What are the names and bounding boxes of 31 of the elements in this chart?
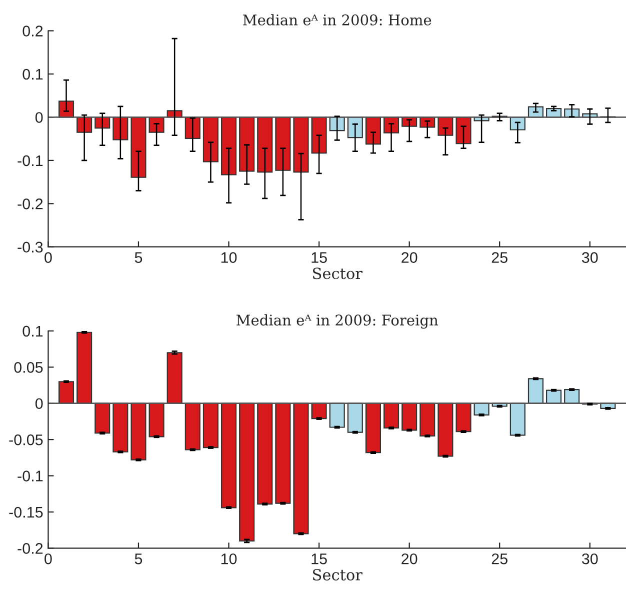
chart-title: Median eᴬ in 2009: Foreign <box>236 314 438 329</box>
y-tick-label: -0.05 <box>9 434 43 446</box>
x-tick-label: 0 <box>44 553 52 564</box>
x-tick-label: 30 <box>582 553 598 564</box>
x-tick-label: 20 <box>402 252 418 263</box>
x-tick-label: 25 <box>492 553 508 564</box>
x-tick-label: 5 <box>134 554 142 564</box>
x-tick-label: 0 <box>44 252 52 263</box>
y-tick-label: -0.1 <box>18 470 43 482</box>
y-tick-label: 0 <box>35 398 43 410</box>
x-tick-label: 15 <box>312 252 327 263</box>
x-tick-label: 30 <box>582 252 598 263</box>
x-tick-label: 5 <box>134 252 142 263</box>
x-tick-label: 25 <box>492 252 508 263</box>
x-tick-label: 20 <box>402 553 418 564</box>
y-tick-label: 0.2 <box>22 26 43 36</box>
x-tick-label: 15 <box>312 554 327 564</box>
x-tick-label: 10 <box>221 553 237 564</box>
y-tick-label: -0.2 <box>18 198 43 210</box>
y-tick-label: 0.1 <box>22 326 43 337</box>
y-tick-label: -0.3 <box>18 242 43 253</box>
x-tick-label: 10 <box>221 252 237 263</box>
chart-title: Median eᴬ in 2009: Home <box>243 14 432 26</box>
x-axis-title: Sector <box>313 268 362 280</box>
y-tick-label: -0.1 <box>18 155 43 166</box>
x-axis-title: Sector <box>313 568 362 581</box>
y-tick-label: 0 <box>35 112 43 123</box>
y-tick-label: -0.2 <box>18 543 43 554</box>
y-tick-label: 0.05 <box>14 362 43 373</box>
y-tick-label: 0.1 <box>22 68 43 80</box>
y-tick-label: -0.15 <box>9 506 43 518</box>
